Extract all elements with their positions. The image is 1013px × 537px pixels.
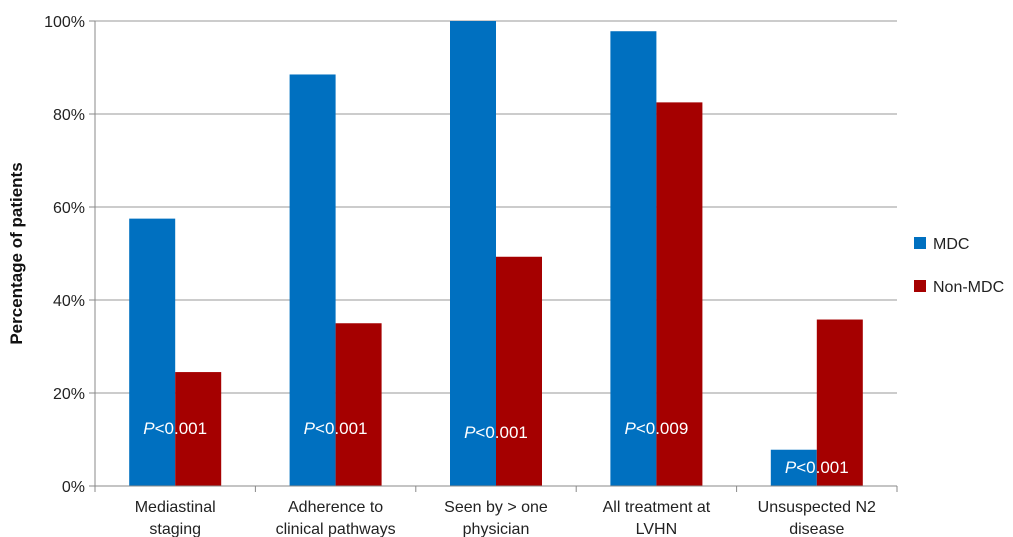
bar-non-mdc: [656, 102, 703, 486]
legend-label-non-mdc: Non-MDC: [933, 279, 1004, 296]
x-category-label: Seen by > one physician: [444, 499, 548, 537]
bar-mdc: [289, 74, 336, 486]
x-category-label: Unsuspected N2 disease: [758, 499, 876, 537]
legend-swatch-mdc: [914, 237, 926, 249]
y-tick-label: 20%: [53, 386, 85, 403]
y-tick-label: 80%: [53, 107, 85, 124]
p-value-label: P<0.001: [785, 458, 849, 477]
bar-non-mdc: [496, 256, 542, 486]
legend: MDC Non-MDC: [914, 236, 1004, 296]
legend-label-mdc: MDC: [933, 236, 969, 253]
y-tick-label: 40%: [53, 293, 85, 310]
y-tick-label: 60%: [53, 200, 85, 217]
y-axis-label: Percentage of patients: [7, 162, 26, 344]
x-category-label: Mediastinal staging: [135, 499, 216, 537]
bar-non-mdc: [335, 323, 382, 486]
bar-mdc: [610, 31, 657, 486]
y-tick-label: 100%: [44, 14, 85, 31]
bar-mdc: [129, 218, 176, 486]
bar-mdc: [450, 21, 496, 486]
p-value-label: P<0.009: [624, 419, 688, 438]
bar-mdc: [770, 449, 817, 486]
x-axis-categories: Mediastinal staging Adherence to clinical p…: [135, 499, 876, 537]
x-category-label: All treatment at LVHN: [603, 499, 711, 537]
legend-swatch-non-mdc: [914, 280, 926, 292]
axes: [94, 21, 898, 492]
y-tick-label: 0%: [62, 479, 85, 496]
bars: [129, 21, 863, 486]
y-axis-ticks: 0% 20% 40% 60% 80% 100%: [44, 14, 95, 496]
p-value-label: P<0.001: [304, 419, 368, 438]
bar-non-mdc: [175, 372, 222, 486]
bar-non-mdc: [816, 319, 863, 486]
x-category-label: Adherence to clinical pathways: [276, 499, 396, 537]
p-value-label: P<0.001: [143, 419, 207, 438]
p-value-annotations: P<0.001 P<0.001 P<0.001 P<0.009 P<0.001: [143, 419, 848, 477]
p-value-label: P<0.001: [464, 423, 528, 442]
